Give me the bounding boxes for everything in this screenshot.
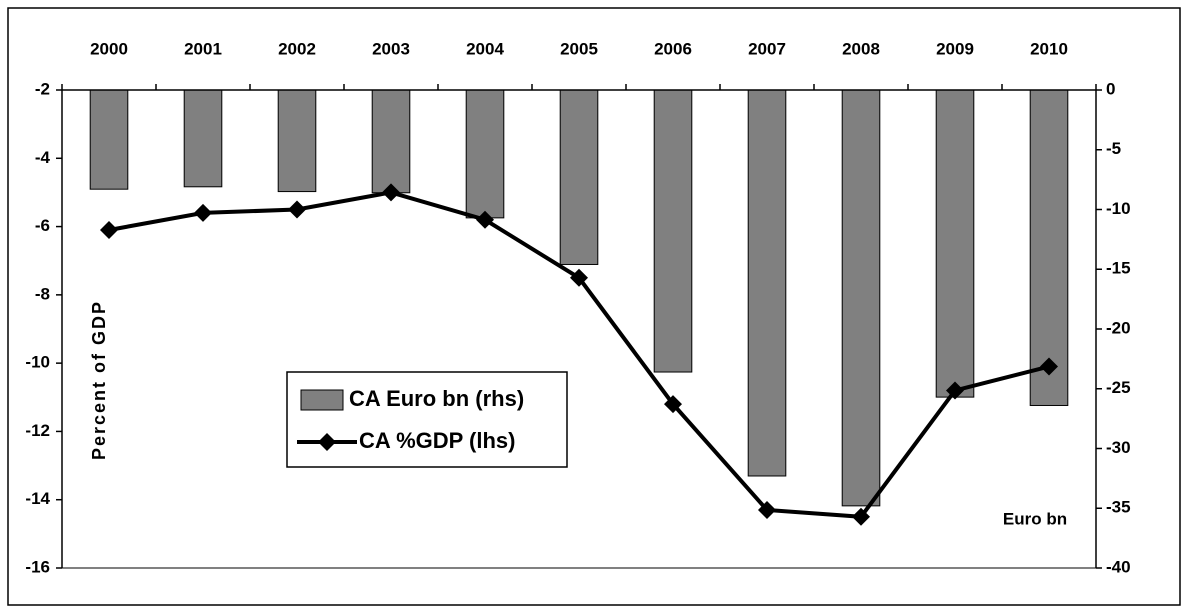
x-tick-label: 2002	[278, 39, 316, 58]
legend-swatch	[300, 389, 344, 411]
y2-tick-label: -40	[1106, 557, 1131, 576]
bar	[935, 89, 975, 398]
marker	[758, 500, 776, 519]
y-tick-label: -6	[35, 216, 50, 235]
marker	[946, 381, 964, 400]
y2-tick-label: -10	[1106, 199, 1131, 218]
bar	[1029, 89, 1069, 406]
x-tick-label: 2003	[372, 39, 410, 58]
y-tick-label: -10	[25, 353, 50, 372]
bar	[559, 89, 599, 265]
legend-box	[286, 371, 568, 468]
y2-tick-label: -15	[1106, 259, 1131, 278]
marker	[852, 507, 870, 526]
y2-tick-label: -30	[1106, 438, 1131, 457]
x-tick-label: 2004	[466, 39, 504, 58]
bar	[371, 89, 411, 194]
x-tick-label: 2008	[842, 39, 880, 58]
bar	[653, 89, 693, 373]
x-tick-label: 2001	[184, 39, 222, 58]
x-tick-label: 2000	[90, 39, 128, 58]
x-tick-label: 2006	[654, 39, 692, 58]
y-tick-label: -4	[35, 148, 51, 167]
bar	[277, 89, 317, 193]
y2-tick-label: -35	[1106, 498, 1131, 517]
y-axis-label: Percent of GDP	[89, 300, 109, 460]
bar	[89, 89, 129, 190]
marker	[570, 268, 588, 287]
marker	[382, 183, 400, 202]
y-tick-label: -12	[25, 421, 50, 440]
y2-tick-label: -25	[1106, 378, 1131, 397]
bar	[841, 89, 881, 507]
marker	[288, 200, 306, 219]
y2-tick-label: -5	[1106, 139, 1121, 158]
marker	[476, 210, 494, 229]
y-tick-label: -2	[35, 79, 50, 98]
legend-label: CA %GDP (lhs)	[359, 428, 515, 453]
y2-axis-label: Euro bn	[1003, 509, 1067, 528]
x-tick-label: 2009	[936, 39, 974, 58]
legend-swatch	[318, 433, 336, 451]
bar	[465, 89, 505, 219]
x-tick-label: 2005	[560, 39, 598, 58]
x-tick-label: 2010	[1030, 39, 1068, 58]
y-tick-label: -16	[25, 557, 50, 576]
marker	[1040, 357, 1058, 376]
bar	[747, 89, 787, 477]
y-tick-label: -14	[25, 489, 50, 508]
y2-tick-label: 0	[1106, 79, 1115, 98]
y2-tick-label: -20	[1106, 318, 1131, 337]
y-tick-label: -8	[35, 284, 50, 303]
marker	[194, 203, 212, 222]
legend-label: CA Euro bn (rhs)	[349, 386, 524, 411]
marker	[664, 395, 682, 414]
bar	[183, 89, 223, 188]
x-tick-label: 2007	[748, 39, 786, 58]
marker	[100, 220, 118, 239]
